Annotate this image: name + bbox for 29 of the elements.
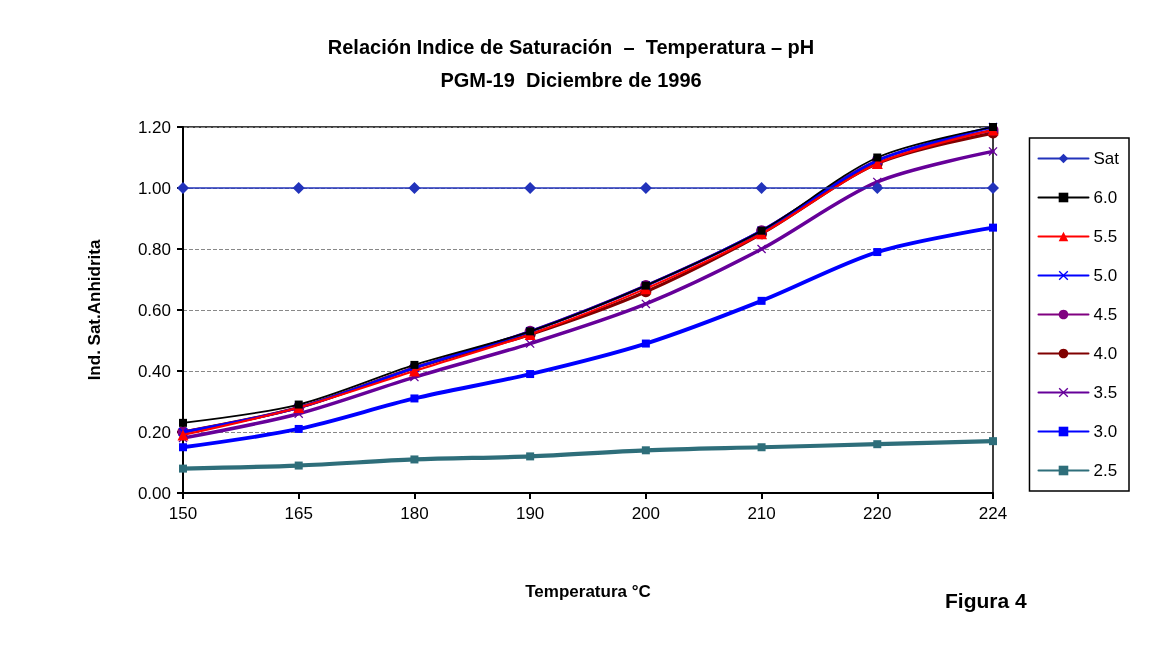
y-tick-label: 0.00 — [137, 483, 171, 503]
x-tick-label: 220 — [863, 504, 892, 523]
x-tick-label: 190 — [515, 504, 545, 523]
legend-label: 4.5 — [1093, 305, 1118, 324]
y-axis-title: Ind. Sat.Anhidrita — [85, 239, 104, 381]
y-tick-label: 0.80 — [137, 239, 171, 259]
chart-subtitle: PGM-19 Diciembre de 1996 — [440, 69, 702, 91]
x-tick-label: 150 — [168, 504, 198, 523]
legend-label: 3.5 — [1093, 383, 1118, 402]
legend-label: 5.5 — [1093, 227, 1118, 246]
text: Figura 4 — [945, 589, 1027, 612]
x-tick-label: 165 — [284, 504, 313, 523]
legend-label: 2.5 — [1093, 461, 1118, 480]
legend-label: 6.0 — [1093, 188, 1118, 207]
y-tick-label: 0.60 — [137, 300, 171, 320]
legend-label: 5.0 — [1093, 266, 1118, 285]
chart-title: Relación Indice de Saturación – Temperatura – pH — [327, 36, 815, 58]
y-tick-label: 1.20 — [137, 117, 171, 137]
legend-label: 4.0 — [1093, 344, 1118, 363]
x-tick-label: 210 — [747, 504, 776, 523]
legend-label: Sat — [1093, 149, 1120, 168]
legend-label: 3.0 — [1093, 422, 1118, 441]
y-tick-label: 0.20 — [137, 422, 171, 442]
y-tick-label: 0.40 — [137, 361, 171, 381]
x-tick-label: 180 — [400, 504, 429, 523]
x-axis-title: Temperatura °C — [525, 582, 651, 601]
x-tick-label: 224 — [978, 504, 1008, 523]
x-tick-label: 200 — [631, 504, 661, 523]
y-tick-label: 1.00 — [137, 178, 171, 198]
